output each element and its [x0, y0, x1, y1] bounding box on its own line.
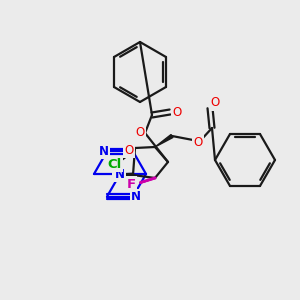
Text: O: O [135, 127, 145, 140]
Text: O: O [210, 97, 220, 110]
Text: O: O [124, 143, 134, 157]
Polygon shape [120, 173, 133, 177]
Text: F: F [126, 178, 136, 190]
Text: Cl: Cl [108, 158, 122, 171]
Text: N: N [99, 145, 109, 158]
Text: N: N [131, 190, 141, 203]
Text: N: N [113, 167, 123, 179]
Text: O: O [194, 136, 202, 148]
Polygon shape [155, 134, 173, 147]
Text: O: O [172, 106, 182, 118]
Text: N: N [115, 167, 125, 181]
